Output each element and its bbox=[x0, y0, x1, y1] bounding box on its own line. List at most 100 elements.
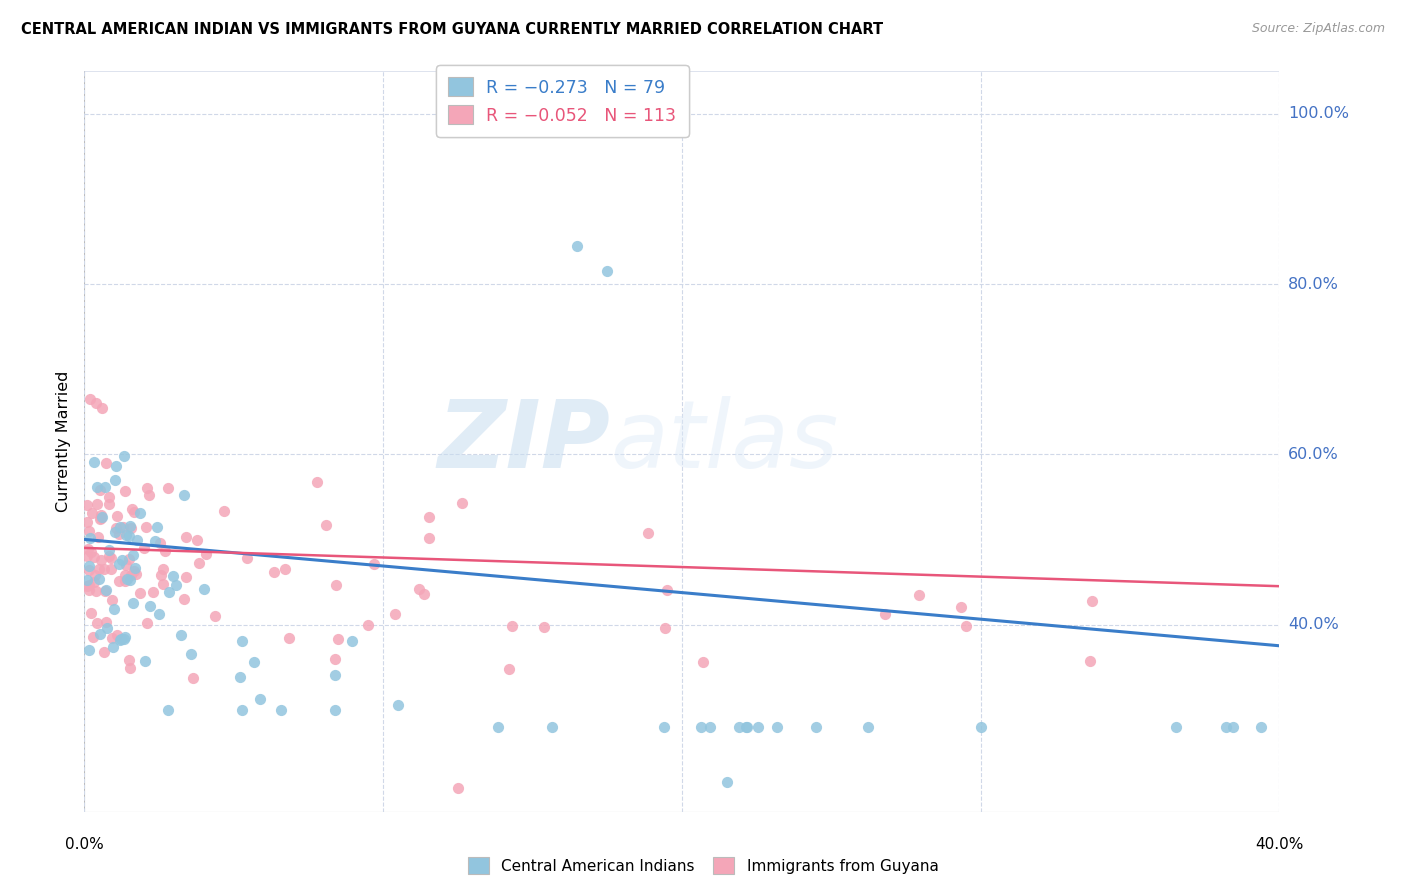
Point bbox=[169, 628, 191, 642]
Point bbox=[231, 703, 253, 717]
Point bbox=[165, 578, 187, 592]
Point bbox=[194, 547, 217, 561]
Point bbox=[93, 562, 115, 576]
Point bbox=[86, 616, 108, 631]
Point bbox=[79, 392, 101, 406]
Point bbox=[186, 533, 208, 547]
Point bbox=[173, 592, 195, 607]
Point bbox=[94, 480, 117, 494]
Point bbox=[107, 574, 129, 589]
Point bbox=[91, 401, 114, 415]
Point bbox=[142, 585, 165, 599]
Point bbox=[149, 567, 172, 582]
Point bbox=[1078, 654, 1101, 668]
Point bbox=[100, 551, 122, 566]
Point bbox=[94, 583, 117, 598]
Point bbox=[325, 578, 347, 592]
Point bbox=[340, 634, 363, 648]
Point bbox=[173, 488, 195, 502]
Point bbox=[384, 607, 406, 621]
Point bbox=[692, 655, 714, 669]
Legend: R = −0.273   N = 79, R = −0.052   N = 113: R = −0.273 N = 79, R = −0.052 N = 113 bbox=[436, 65, 689, 136]
Point bbox=[98, 543, 121, 558]
Point bbox=[139, 599, 162, 614]
Point bbox=[447, 780, 470, 795]
Point bbox=[181, 671, 204, 685]
Point bbox=[120, 519, 142, 533]
Point bbox=[122, 596, 145, 610]
Point bbox=[907, 588, 929, 602]
Point bbox=[108, 526, 131, 541]
Point bbox=[82, 506, 104, 520]
Point bbox=[766, 720, 789, 734]
Point bbox=[323, 652, 346, 666]
Point bbox=[89, 572, 111, 586]
Point bbox=[157, 584, 180, 599]
Point bbox=[567, 239, 589, 253]
Point bbox=[155, 544, 177, 558]
Point bbox=[110, 632, 132, 646]
Point bbox=[86, 497, 108, 511]
Point bbox=[76, 549, 98, 563]
Point bbox=[134, 541, 156, 556]
Point bbox=[84, 583, 107, 598]
Point bbox=[76, 573, 98, 587]
Point bbox=[162, 569, 184, 583]
Point bbox=[734, 720, 756, 734]
Point bbox=[418, 531, 440, 545]
Point bbox=[143, 533, 166, 548]
Point bbox=[80, 545, 103, 559]
Point bbox=[263, 566, 285, 580]
Point bbox=[501, 619, 523, 633]
Text: 40.0%: 40.0% bbox=[1288, 617, 1339, 632]
Point bbox=[231, 633, 253, 648]
Point bbox=[77, 582, 100, 597]
Point bbox=[243, 655, 266, 669]
Point bbox=[152, 562, 174, 576]
Point bbox=[120, 568, 142, 582]
Point bbox=[94, 584, 117, 599]
Point bbox=[157, 481, 180, 495]
Point bbox=[134, 654, 156, 668]
Point bbox=[100, 593, 122, 607]
Point bbox=[135, 520, 157, 534]
Point bbox=[138, 488, 160, 502]
Point bbox=[90, 508, 112, 523]
Text: 100.0%: 100.0% bbox=[1288, 106, 1348, 121]
Point bbox=[236, 550, 259, 565]
Point bbox=[1164, 720, 1187, 734]
Point bbox=[121, 502, 143, 516]
Point bbox=[97, 549, 120, 564]
Point bbox=[1222, 720, 1244, 734]
Point bbox=[76, 579, 98, 593]
Point bbox=[486, 720, 509, 734]
Point bbox=[76, 515, 98, 529]
Point bbox=[129, 586, 152, 600]
Point bbox=[80, 606, 103, 620]
Point bbox=[249, 692, 271, 706]
Point bbox=[77, 643, 100, 657]
Point bbox=[76, 498, 98, 512]
Point bbox=[118, 573, 141, 587]
Point bbox=[90, 510, 112, 524]
Point bbox=[149, 536, 172, 550]
Point bbox=[114, 483, 136, 498]
Point bbox=[1250, 720, 1272, 734]
Point bbox=[100, 562, 122, 576]
Point bbox=[690, 720, 713, 734]
Point bbox=[716, 775, 738, 789]
Text: Source: ZipAtlas.com: Source: ZipAtlas.com bbox=[1251, 22, 1385, 36]
Point bbox=[146, 520, 169, 534]
Text: 80.0%: 80.0% bbox=[1288, 277, 1339, 292]
Point bbox=[323, 703, 346, 717]
Point bbox=[1215, 720, 1237, 734]
Point bbox=[498, 662, 520, 676]
Point bbox=[114, 567, 136, 582]
Point bbox=[86, 480, 108, 494]
Point bbox=[328, 632, 350, 647]
Point bbox=[89, 512, 111, 526]
Point bbox=[112, 520, 135, 534]
Point bbox=[180, 648, 202, 662]
Point bbox=[122, 548, 145, 562]
Point bbox=[96, 621, 118, 635]
